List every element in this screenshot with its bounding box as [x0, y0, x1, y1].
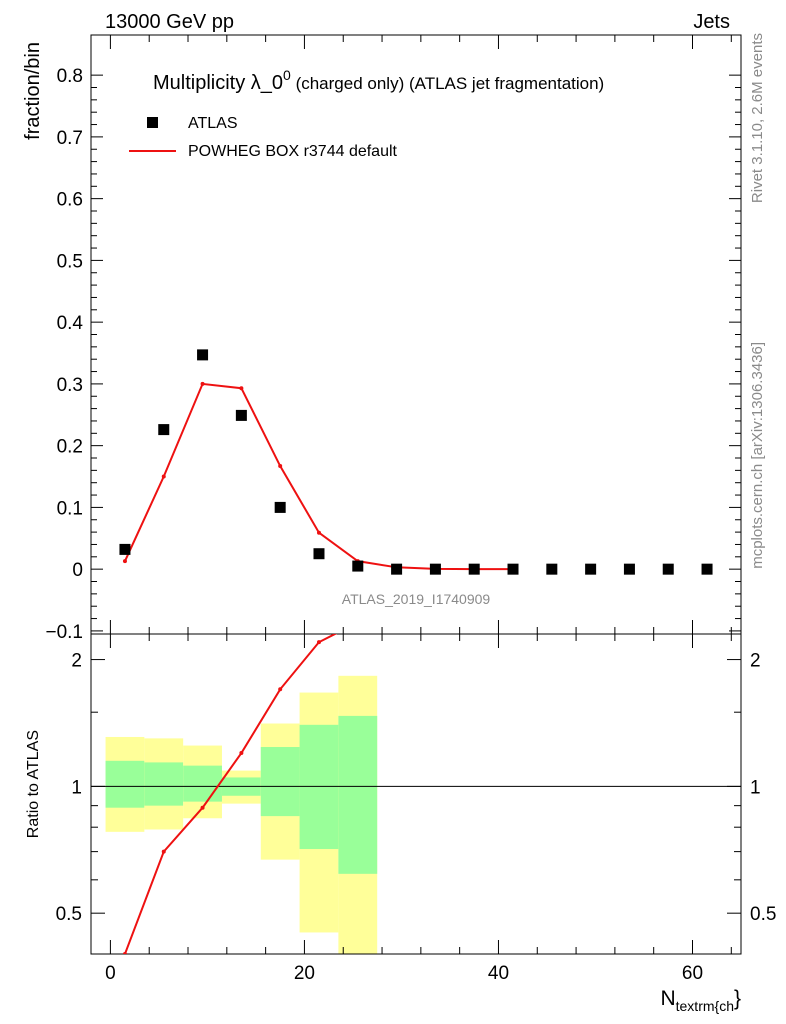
atlas-data-point [623, 563, 635, 575]
atlas-data-point [585, 563, 597, 575]
ratio-uncertainty-bands [105, 675, 378, 954]
header-left: 13000 GeV pp [105, 11, 234, 33]
main-y-tick-label: 0.6 [57, 190, 83, 211]
atlas-data-point [352, 560, 364, 572]
atlas-data-point [662, 563, 674, 575]
powheg-ratio-point [316, 640, 321, 645]
rivet-version-text: Rivet 3.1.10, 2.6M events [749, 33, 766, 203]
atlas-data-point [119, 543, 131, 555]
main-y-tick-label: 0.5 [57, 251, 83, 272]
chart-title-main: Multiplicity λ_0 [153, 72, 283, 94]
analysis-tag: ATLAS_2019_I1740909 [342, 591, 491, 607]
header-right: Jets [693, 11, 730, 33]
main-y-tick-label: 0.8 [57, 66, 83, 87]
main-y-axis-label: fraction/bin [22, 42, 44, 140]
main-y-ticks: −0.1 0 0.1 0.2 0.3 0.4 0.5 0.6 0.7 0.8 [45, 35, 741, 643]
atlas-data-point [158, 424, 170, 436]
powheg-ratio-point [200, 805, 205, 810]
mcplots-reference-text: mcplots.cern.ch [arXiv:1306.3436] [749, 342, 766, 569]
ratio-y-tick-label-left: 1 [71, 777, 82, 798]
powheg-point [239, 386, 244, 391]
x-axis-label-end: } [734, 987, 741, 1010]
ratio-y-tick-label-right: 0.5 [750, 904, 776, 925]
main-y-tick-label: −0.1 [45, 622, 83, 643]
ratio-y-tick-label-right: 2 [750, 651, 761, 672]
ratio-plot-frame [90, 633, 742, 955]
x-tick-label: 20 [294, 963, 315, 984]
ratio-band-inner [183, 765, 222, 802]
ratio-band-inner [144, 762, 184, 806]
main-y-tick-label: 0 [72, 560, 83, 581]
ratio-y-tick-label-left: 0.5 [56, 904, 82, 925]
legend-atlas-label: ATLAS [188, 115, 238, 132]
ratio-band-inner [105, 760, 145, 808]
atlas-data-point [313, 548, 325, 560]
main-atlas-markers [119, 349, 713, 575]
legend-atlas-marker [147, 117, 158, 128]
main-y-tick-label: 0.3 [57, 375, 83, 396]
chart-title-rest: (charged only) (ATLAS jet fragmentation) [291, 74, 604, 93]
x-axis-label-sub: textrm{ch [676, 998, 734, 1014]
powheg-point [122, 559, 127, 564]
powheg-ratio-point [239, 751, 244, 756]
x-axis-label-main: N [660, 987, 675, 1010]
main-y-tick-label: 0.7 [57, 128, 83, 149]
atlas-data-point [197, 349, 209, 361]
main-y-tick-label: 0.2 [57, 437, 83, 458]
powheg-ratio-point [356, 620, 360, 624]
powheg-point [278, 464, 283, 469]
powheg-point [200, 381, 205, 386]
powheg-ratio-point [122, 952, 127, 954]
x-tick-label: 60 [682, 963, 703, 984]
ratio-band-inner [299, 724, 339, 850]
atlas-data-point [391, 563, 403, 575]
chart-title: Multiplicity λ_00 (charged only) (ATLAS … [153, 67, 604, 94]
legend-powheg-label: POWHEG BOX r3744 default [188, 143, 398, 160]
main-y-tick-label: 0.1 [57, 498, 83, 519]
chart-title-sup: 0 [283, 67, 291, 83]
atlas-data-point [274, 501, 286, 513]
powheg-point [316, 530, 321, 535]
powheg-line [124, 382, 514, 571]
ratio-powheg-curve [122, 620, 360, 954]
atlas-data-point [429, 563, 441, 575]
ratio-band-inner [260, 747, 300, 817]
atlas-data-point [546, 563, 558, 575]
ratio-y-tick-label-right: 1 [750, 777, 761, 798]
x-tick-label: 0 [105, 963, 116, 984]
atlas-data-point [468, 563, 480, 575]
atlas-data-point [701, 563, 713, 575]
x-tick-label: 40 [488, 963, 509, 984]
ratio-band-inner [338, 715, 378, 874]
atlas-data-point [507, 563, 519, 575]
powheg-ratio-point [278, 687, 283, 692]
ratio-y-axis-label: Ratio to ATLAS [25, 730, 42, 838]
powheg-point [161, 474, 166, 479]
main-y-tick-label: 0.4 [57, 313, 84, 334]
powheg-ratio-point [161, 849, 166, 854]
x-axis-label: Ntextrm{ch} [660, 987, 741, 1014]
atlas-data-point [235, 409, 247, 421]
main-powheg-curve [122, 381, 516, 572]
ratio-y-tick-label-left: 2 [71, 651, 82, 672]
ratio-ticks: 0.5 0.51 12 20 20 40 60 [56, 634, 776, 984]
